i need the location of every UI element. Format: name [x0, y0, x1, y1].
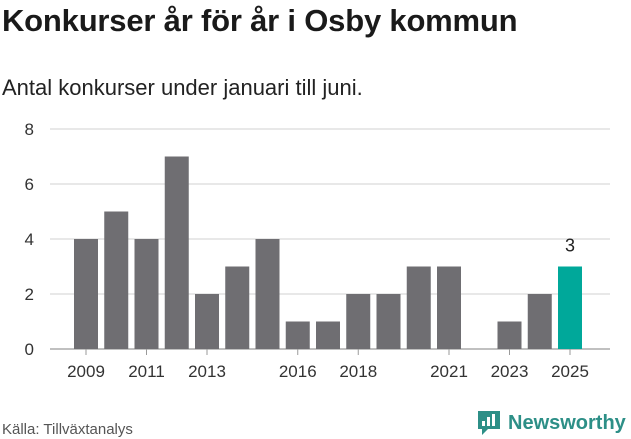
y-tick-label: 0 — [25, 340, 34, 359]
bar-2018 — [346, 294, 371, 349]
x-tick-label: 2016 — [279, 362, 317, 381]
bar-chart: 0 2 4 6 8 2009 2011 2013 2016 2018 2021 2023 2025 3 — [25, 120, 610, 381]
x-tick-label: 2013 — [188, 362, 226, 381]
newsworthy-logo-icon — [478, 411, 500, 435]
data-label: 3 — [565, 236, 575, 256]
x-tick-label: 2009 — [67, 362, 105, 381]
bar-2019 — [376, 294, 401, 349]
x-tick-label: 2021 — [430, 362, 468, 381]
bar-2016 — [285, 321, 310, 349]
y-tick-label: 2 — [25, 285, 34, 304]
y-tick-label: 4 — [25, 230, 34, 249]
bar-2015 — [255, 239, 280, 349]
bar-2010 — [104, 211, 129, 349]
bar-2014 — [225, 266, 250, 349]
x-tick-label: 2018 — [339, 362, 377, 381]
x-tick-label: 2011 — [128, 362, 165, 381]
bar-2009 — [74, 239, 98, 349]
bar-2024 — [527, 294, 552, 349]
x-tick-label: 2025 — [551, 362, 589, 381]
bar-2023 — [497, 321, 522, 349]
bar-2012 — [164, 156, 189, 349]
y-tick-label: 6 — [25, 175, 34, 194]
bar-2013 — [195, 294, 219, 349]
chart-title: Konkurser år för år i Osby kommun — [2, 3, 518, 38]
bar-2021 — [437, 266, 461, 349]
bar-2020 — [406, 266, 431, 349]
brand-name: Newsworthy — [508, 411, 626, 434]
source-note: Källa: Tillväxtanalys — [2, 421, 133, 438]
bar-2011 — [134, 239, 159, 349]
bar-2025 — [558, 266, 582, 349]
x-tick-label: 2023 — [491, 362, 529, 381]
y-tick-label: 8 — [25, 120, 34, 139]
bar-2017 — [316, 321, 340, 349]
brand-logo: Newsworthy — [476, 408, 626, 438]
chart-subtitle: Antal konkurser under januari till juni. — [2, 75, 363, 100]
